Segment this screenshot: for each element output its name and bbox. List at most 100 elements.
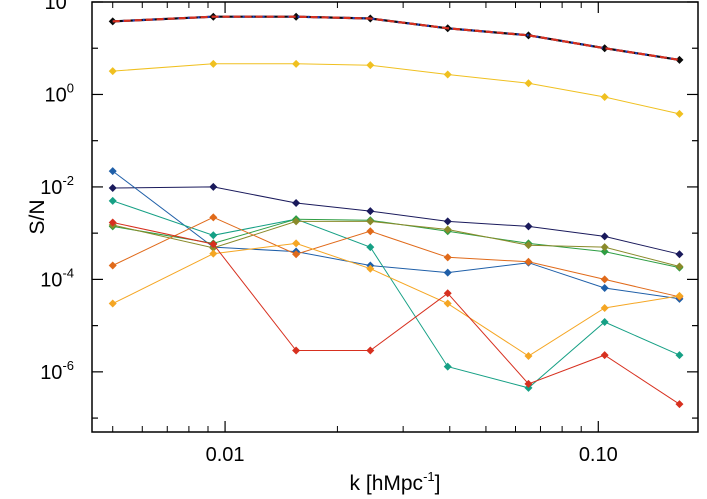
series-8-point: [366, 264, 375, 273]
series-1-point: [292, 59, 301, 68]
series-2-point: [675, 250, 684, 259]
series-1-point: [675, 109, 684, 118]
series-8-point: [600, 304, 609, 313]
series-7-point: [209, 213, 218, 222]
series-8-point: [524, 352, 533, 361]
series-4-point: [675, 351, 684, 360]
y-tick-label: 100: [45, 80, 74, 106]
series-7-point: [292, 250, 301, 259]
y-tick-label-exponent: -6: [62, 358, 74, 373]
x-axis-title-exponent: -1: [423, 469, 435, 484]
series-2-point: [366, 207, 375, 216]
series-2-point: [108, 183, 117, 192]
series-3-point: [108, 167, 117, 176]
series-1-point: [108, 67, 117, 76]
series-9-point: [443, 289, 452, 298]
series-1: [108, 59, 684, 118]
series-1-point: [366, 61, 375, 70]
axis-ticks: 0.010.1010210010-210-410-6: [40, 0, 698, 466]
series-8-point: [292, 239, 301, 248]
series-10-point: [600, 44, 609, 53]
series-9-point: [292, 346, 301, 355]
y-tick-label-base: 10: [40, 177, 62, 199]
series-9-point: [675, 400, 684, 409]
series-1-line: [112, 63, 680, 115]
series-10: [108, 12, 684, 64]
x-tick-label: 0.01: [206, 444, 245, 466]
y-tick-label-exponent: 2: [67, 0, 74, 3]
x-axis-title-end: ]: [435, 472, 441, 495]
series-8-point: [108, 299, 117, 308]
y-tick-label-exponent: 0: [67, 80, 74, 95]
series-4-point: [524, 383, 533, 392]
series-2-point: [524, 222, 533, 231]
series-3-line: [112, 170, 680, 300]
series-11: [112, 15, 680, 61]
x-axis-title-main: k [hMpc: [350, 472, 424, 495]
y-tick-label-exponent: -2: [62, 173, 74, 188]
series-6-point: [292, 217, 301, 226]
series-9: [108, 218, 684, 409]
series-8-point: [443, 299, 452, 308]
y-tick-label-base: 10: [40, 269, 62, 291]
series-2-point: [209, 182, 218, 191]
series-8-point: [675, 291, 684, 300]
y-tick-label: 102: [45, 0, 74, 14]
y-tick-label-base: 10: [45, 84, 67, 106]
series-10-point: [675, 55, 684, 64]
y-tick-label: 10-2: [40, 173, 74, 199]
series-2-line: [112, 186, 680, 255]
series-4-point: [209, 231, 218, 240]
series-2: [108, 182, 684, 259]
series-8-point: [209, 249, 218, 258]
series-9-point: [209, 240, 218, 249]
series-8: [108, 239, 684, 361]
series-3-point: [600, 284, 609, 293]
series-1-point: [600, 93, 609, 102]
series-1-point: [209, 59, 218, 68]
series-9-point: [108, 218, 117, 227]
y-tick-label-base: 10: [45, 0, 67, 14]
series-4-line: [112, 200, 680, 389]
series-6-point: [443, 225, 452, 234]
series-1-point: [443, 70, 452, 79]
series-4-point: [443, 362, 452, 371]
y-tick-label-exponent: -4: [62, 265, 74, 280]
series-9-line: [112, 222, 680, 405]
series-9-point: [366, 346, 375, 355]
series-9-point: [600, 351, 609, 360]
series-9-point: [524, 379, 533, 388]
series-5-line: [112, 218, 680, 269]
series-7-point: [524, 257, 533, 266]
series-2-point: [600, 232, 609, 241]
series-4-point: [366, 243, 375, 252]
series-4-point: [108, 196, 117, 205]
y-tick-label: 10-6: [40, 358, 74, 384]
series-10-point: [292, 12, 301, 21]
series-8-line: [112, 242, 680, 357]
series-12-line: [112, 15, 680, 61]
y-tick-label-base: 10: [40, 362, 62, 384]
x-axis-title: k [hMpc-1]: [350, 469, 441, 495]
series-7-point: [108, 261, 117, 270]
x-tick-label: 0.10: [579, 444, 618, 466]
series-2-point: [292, 198, 301, 207]
series-2-point: [443, 217, 452, 226]
series-12: [112, 15, 680, 61]
series-6-point: [600, 243, 609, 252]
series-10-line: [112, 15, 680, 61]
y-axis-title: S/N: [26, 199, 49, 234]
series-4-point: [600, 317, 609, 326]
plot-frame: [91, 1, 699, 433]
series-11-line: [112, 15, 680, 61]
series-7-point: [600, 275, 609, 284]
series-7-line: [112, 216, 680, 298]
series-3-point: [443, 268, 452, 277]
y-tick-label: 10-4: [40, 265, 74, 291]
series-6-point: [675, 262, 684, 271]
plot-content: [108, 12, 684, 409]
series-1-point: [524, 79, 533, 88]
series-5-point: [600, 247, 609, 256]
